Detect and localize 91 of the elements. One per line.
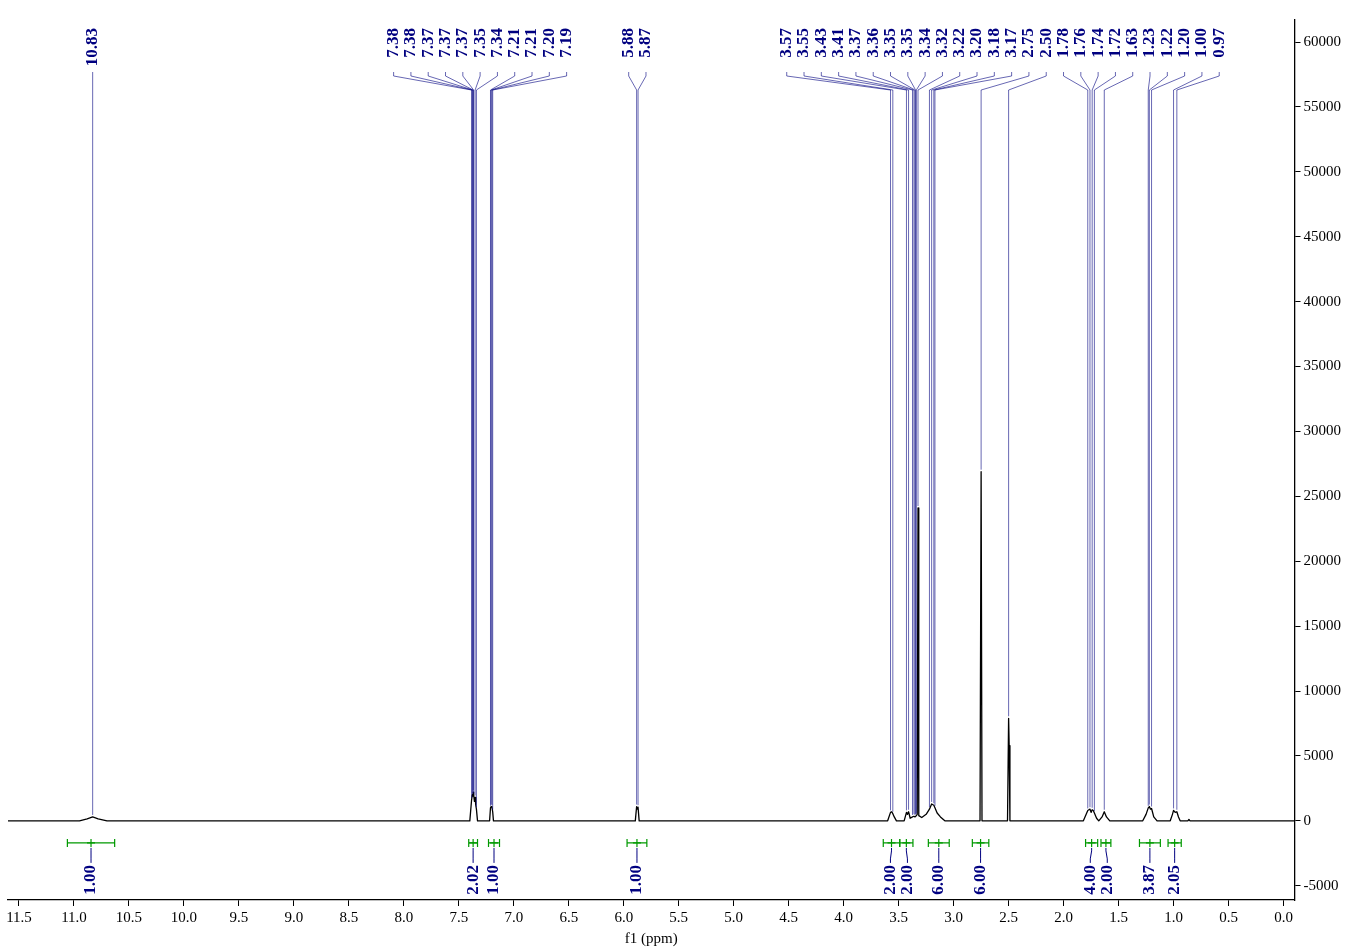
y-tick-label: 25000 (1303, 487, 1341, 504)
y-tick-label: 35000 (1303, 357, 1341, 374)
annotation: 1.78 (1052, 28, 1072, 58)
annotation: 1.00 (483, 864, 503, 895)
x-tick-label: 10.5 (115, 908, 143, 925)
annotation: 4.00 (1079, 864, 1099, 895)
annotation: 2.50 (1035, 28, 1055, 58)
annotation: 2.00 (896, 864, 916, 895)
annotation: 2.00 (1096, 864, 1116, 895)
annotation: 7.19 (556, 28, 576, 58)
x-tick-label: 5.0 (724, 908, 744, 925)
annotation: 3.35 (897, 28, 917, 58)
annotation: 2.75 (1018, 28, 1038, 58)
annotation: 7.21 (521, 28, 541, 58)
x-tick-label: 4.0 (834, 908, 854, 925)
y-tick-label: 20000 (1303, 552, 1341, 569)
annotation: 3.18 (983, 28, 1003, 58)
annotation: 1.72 (1104, 28, 1124, 58)
annotation: 6.00 (928, 864, 948, 895)
annotation: 2.02 (462, 864, 482, 895)
y-tick-label: 10000 (1303, 681, 1341, 698)
x-tick-label: 9.0 (284, 908, 304, 925)
y-tick-label: 5000 (1303, 746, 1334, 763)
x-tick-label: 11.5 (6, 908, 32, 925)
x-tick-label: 0.5 (1219, 908, 1238, 925)
annotation: 1.63 (1122, 28, 1142, 58)
y-tick-label: 45000 (1303, 227, 1341, 244)
y-tick-label: 55000 (1303, 97, 1341, 114)
annotation: 3.43 (810, 28, 830, 58)
annotation: 7.20 (538, 28, 558, 58)
x-tick-label: 9.5 (229, 908, 249, 925)
annotation: 3.36 (862, 28, 882, 58)
annotation: 3.55 (793, 28, 813, 58)
annotation: 1.23 (1139, 28, 1159, 58)
annotation: 3.17 (1001, 27, 1021, 58)
annotation: 3.37 (845, 27, 865, 58)
annotation: 7.37 (417, 27, 437, 58)
annotation: 3.32 (931, 28, 951, 58)
annotation: 1.74 (1087, 27, 1107, 58)
y-tick-label: 40000 (1303, 292, 1341, 309)
y-tick-label: 60000 (1303, 33, 1341, 49)
x-tick-label: 4.5 (779, 908, 799, 925)
y-tick-label: 15000 (1303, 617, 1341, 634)
annotation: 3.87 (1139, 864, 1159, 895)
annotation: 0.97 (1208, 27, 1228, 58)
annotation: 3.35 (879, 28, 899, 58)
x-tick-label: 3.5 (889, 908, 909, 925)
annotation: 3.57 (776, 27, 796, 58)
x-tick-label: 3.0 (944, 908, 964, 925)
x-tick-label: 8.5 (339, 908, 359, 925)
x-tick-label: 6.0 (614, 908, 634, 925)
x-tick-label: 2.0 (1054, 908, 1073, 925)
y-tick-label: 50000 (1303, 162, 1341, 179)
x-tick-label: 7.0 (504, 908, 524, 925)
x-tick-label: 11.0 (61, 908, 87, 925)
annotation: 7.37 (452, 27, 472, 58)
x-tick-label: 10.0 (170, 908, 198, 925)
x-tick-label: 1.0 (1164, 908, 1183, 925)
x-axis-title: f1 (ppm) (624, 929, 678, 947)
annotation: 7.38 (383, 28, 403, 58)
annotation: 1.00 (80, 864, 100, 895)
annotation: 6.00 (969, 864, 989, 895)
annotation: 3.20 (966, 28, 986, 58)
y-tick-label: 30000 (1303, 422, 1341, 439)
annotation: 1.20 (1174, 28, 1194, 58)
annotation: 3.34 (914, 27, 934, 58)
annotation: 7.37 (434, 27, 454, 58)
x-tick-label: 7.5 (449, 908, 469, 925)
annotation: 1.76 (1070, 28, 1090, 58)
x-tick-label: 2.5 (999, 908, 1018, 925)
annotation: 1.00 (626, 864, 646, 895)
annotation: 1.00 (1191, 28, 1211, 58)
y-tick-label: -5000 (1303, 876, 1339, 893)
x-tick-label: 6.5 (559, 908, 579, 925)
annotation: 5.87 (635, 27, 655, 58)
x-tick-label: 1.5 (1109, 908, 1128, 925)
annotation: 5.88 (618, 28, 638, 58)
annotation: 7.38 (400, 28, 420, 58)
x-tick-label: 8.0 (394, 908, 414, 925)
annotation: 1.22 (1156, 28, 1176, 58)
annotation: 7.21 (504, 28, 524, 58)
annotation: 7.34 (486, 27, 506, 58)
annotation: 10.83 (82, 28, 102, 67)
y-tick-label: 0 (1303, 811, 1311, 828)
annotation: 2.00 (879, 864, 899, 895)
x-tick-label: 5.5 (669, 908, 689, 925)
x-tick-label: 0.0 (1274, 908, 1293, 925)
annotation: 3.22 (949, 28, 969, 58)
annotation: 2.05 (1164, 864, 1184, 895)
annotation: 7.35 (469, 28, 489, 58)
annotation: 3.41 (828, 28, 848, 58)
